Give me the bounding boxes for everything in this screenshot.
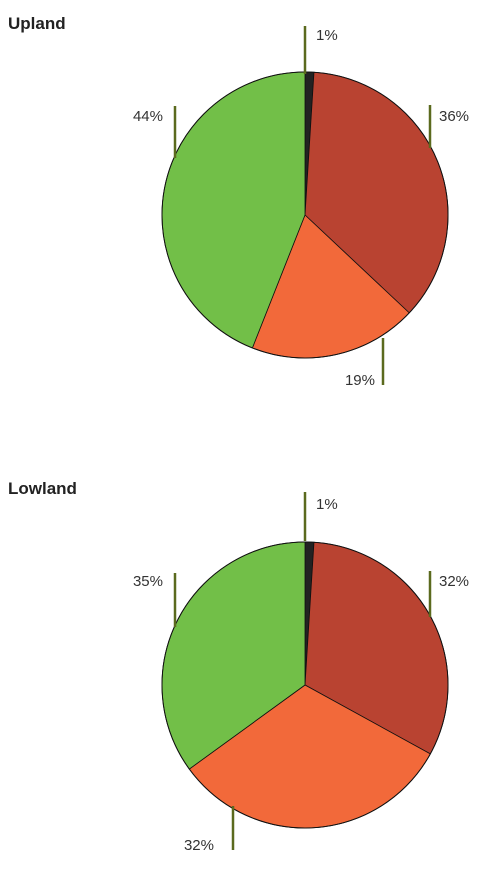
pie-svg: 1% 32% 32% 35% xyxy=(133,492,469,854)
slice-percent-label: 32% xyxy=(439,573,469,590)
slice-percent-label: 44% xyxy=(133,108,163,125)
slice-percent-label: 36% xyxy=(439,108,469,125)
chart-title: Lowland xyxy=(8,479,77,498)
slice-percent-label: 35% xyxy=(133,573,163,590)
slice-percent-label: 19% xyxy=(345,372,375,389)
pie-outline xyxy=(161,541,449,829)
slice-percent-label: 1% xyxy=(316,496,338,513)
chart-title: Upland xyxy=(8,14,66,33)
pie-svg: 1% 36% 19% 44% xyxy=(133,26,469,389)
slice-percent-label: 1% xyxy=(316,27,338,44)
upland-pie-chart: Upland 1% 36% 19% 44% xyxy=(0,0,477,420)
slice-percent-label: 32% xyxy=(184,837,214,854)
lowland-pie-chart: Lowland 1% 32% 32% 35% xyxy=(0,465,477,885)
